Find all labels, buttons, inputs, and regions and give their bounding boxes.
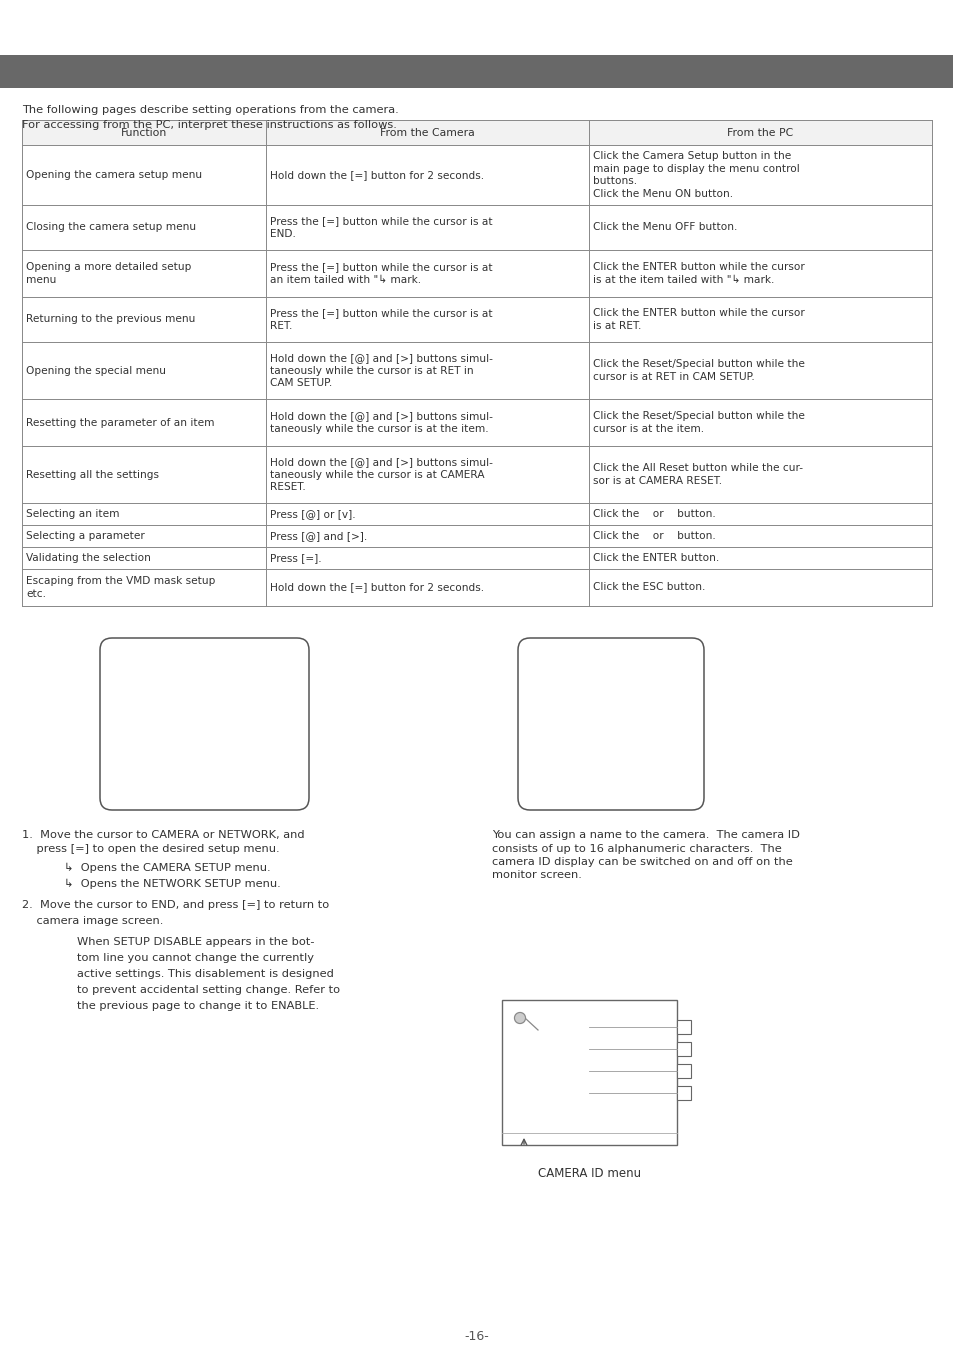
Text: ↳  Opens the NETWORK SETUP menu.: ↳ Opens the NETWORK SETUP menu.: [64, 878, 280, 889]
Text: You can assign a name to the camera.  The camera ID: You can assign a name to the camera. The…: [492, 830, 799, 840]
Text: Opening the special menu: Opening the special menu: [26, 366, 166, 375]
Bar: [22, 120, 931, 144]
Text: Press the [=] button while the cursor is at
RET.: Press the [=] button while the cursor is…: [270, 309, 492, 331]
Text: Closing the camera setup menu: Closing the camera setup menu: [26, 223, 196, 232]
Bar: [677, 1041, 690, 1056]
Text: When SETUP DISABLE appears in the bot-: When SETUP DISABLE appears in the bot-: [77, 936, 314, 947]
Text: Hold down the [=] button for 2 seconds.: Hold down the [=] button for 2 seconds.: [270, 170, 483, 179]
Text: monitor screen.: monitor screen.: [492, 870, 581, 881]
Text: Hold down the [@] and [>] buttons simul-
taneously while the cursor is at RET in: Hold down the [@] and [>] buttons simul-…: [270, 353, 492, 389]
Text: Click the ESC button.: Click the ESC button.: [592, 583, 704, 592]
Text: Press [@] and [>].: Press [@] and [>].: [270, 532, 367, 541]
Text: camera image screen.: camera image screen.: [22, 916, 163, 927]
Bar: [677, 1064, 690, 1078]
Text: Press the [=] button while the cursor is at
an item tailed with "↳ mark.: Press the [=] button while the cursor is…: [270, 262, 492, 285]
Text: Click the Reset/Special button while the
cursor is at RET in CAM SETUP.: Click the Reset/Special button while the…: [592, 359, 804, 382]
Text: 2.  Move the cursor to END, and press [=] to return to: 2. Move the cursor to END, and press [=]…: [22, 900, 329, 911]
Text: Validating the selection: Validating the selection: [26, 553, 151, 563]
FancyBboxPatch shape: [517, 638, 703, 809]
Text: Hold down the [@] and [>] buttons simul-
taneously while the cursor is at CAMERA: Hold down the [@] and [>] buttons simul-…: [270, 457, 492, 492]
Text: camera ID display can be switched on and off on the: camera ID display can be switched on and…: [492, 857, 792, 867]
Text: Click the ENTER button.: Click the ENTER button.: [592, 553, 719, 563]
Bar: [0, 55, 953, 88]
Text: From the PC: From the PC: [726, 128, 793, 139]
Text: Click the ENTER button while the cursor
is at RET.: Click the ENTER button while the cursor …: [592, 309, 803, 331]
Text: Selecting an item: Selecting an item: [26, 509, 119, 519]
Text: Returning to the previous menu: Returning to the previous menu: [26, 314, 195, 325]
Text: Hold down the [=] button for 2 seconds.: Hold down the [=] button for 2 seconds.: [270, 583, 483, 592]
Text: Click the Reset/Special button while the
cursor is at the item.: Click the Reset/Special button while the…: [592, 411, 804, 433]
Text: Selecting a parameter: Selecting a parameter: [26, 532, 145, 541]
FancyBboxPatch shape: [100, 638, 309, 809]
Text: Resetting all the settings: Resetting all the settings: [26, 469, 159, 479]
Text: Press [=].: Press [=].: [270, 553, 321, 563]
Text: Click the    or    button.: Click the or button.: [592, 532, 715, 541]
Text: The following pages describe setting operations from the camera.: The following pages describe setting ope…: [22, 105, 398, 115]
Text: Press the [=] button while the cursor is at
END.: Press the [=] button while the cursor is…: [270, 216, 492, 239]
Text: From the Camera: From the Camera: [379, 128, 475, 139]
Text: Press [@] or [v].: Press [@] or [v].: [270, 509, 355, 519]
Bar: [501, 1000, 677, 1145]
Text: ↳  Opens the CAMERA SETUP menu.: ↳ Opens the CAMERA SETUP menu.: [64, 862, 271, 873]
Text: Hold down the [@] and [>] buttons simul-
taneously while the cursor is at the it: Hold down the [@] and [>] buttons simul-…: [270, 411, 492, 433]
Text: Escaping from the VMD mask setup
etc.: Escaping from the VMD mask setup etc.: [26, 576, 215, 599]
Circle shape: [514, 1013, 525, 1024]
Text: 1.  Move the cursor to CAMERA or NETWORK, and: 1. Move the cursor to CAMERA or NETWORK,…: [22, 830, 304, 840]
Text: active settings. This disablement is designed: active settings. This disablement is des…: [77, 969, 334, 979]
Bar: [677, 1020, 690, 1033]
Bar: [677, 1086, 690, 1099]
Text: to prevent accidental setting change. Refer to: to prevent accidental setting change. Re…: [77, 985, 340, 996]
Text: -16-: -16-: [464, 1330, 489, 1344]
Text: Click the All Reset button while the cur-
sor is at CAMERA RESET.: Click the All Reset button while the cur…: [592, 463, 802, 486]
Text: Click the Camera Setup button in the
main page to display the menu control
butto: Click the Camera Setup button in the mai…: [592, 151, 799, 198]
Text: Opening the camera setup menu: Opening the camera setup menu: [26, 170, 202, 179]
Text: Click the Menu OFF button.: Click the Menu OFF button.: [592, 223, 737, 232]
Text: Function: Function: [121, 128, 167, 139]
Text: For accessing from the PC, interpret these instructions as follows.: For accessing from the PC, interpret the…: [22, 120, 396, 130]
Text: Click the    or    button.: Click the or button.: [592, 509, 715, 519]
Text: Click the ENTER button while the cursor
is at the item tailed with "↳ mark.: Click the ENTER button while the cursor …: [592, 262, 803, 285]
Text: consists of up to 16 alphanumeric characters.  The: consists of up to 16 alphanumeric charac…: [492, 843, 781, 854]
Text: Opening a more detailed setup
menu: Opening a more detailed setup menu: [26, 262, 192, 285]
Text: CAMERA ID menu: CAMERA ID menu: [537, 1167, 640, 1180]
Text: Resetting the parameter of an item: Resetting the parameter of an item: [26, 417, 214, 428]
Text: the previous page to change it to ENABLE.: the previous page to change it to ENABLE…: [77, 1001, 319, 1012]
Text: press [=] to open the desired setup menu.: press [=] to open the desired setup menu…: [22, 843, 279, 854]
Text: tom line you cannot change the currently: tom line you cannot change the currently: [77, 952, 314, 963]
